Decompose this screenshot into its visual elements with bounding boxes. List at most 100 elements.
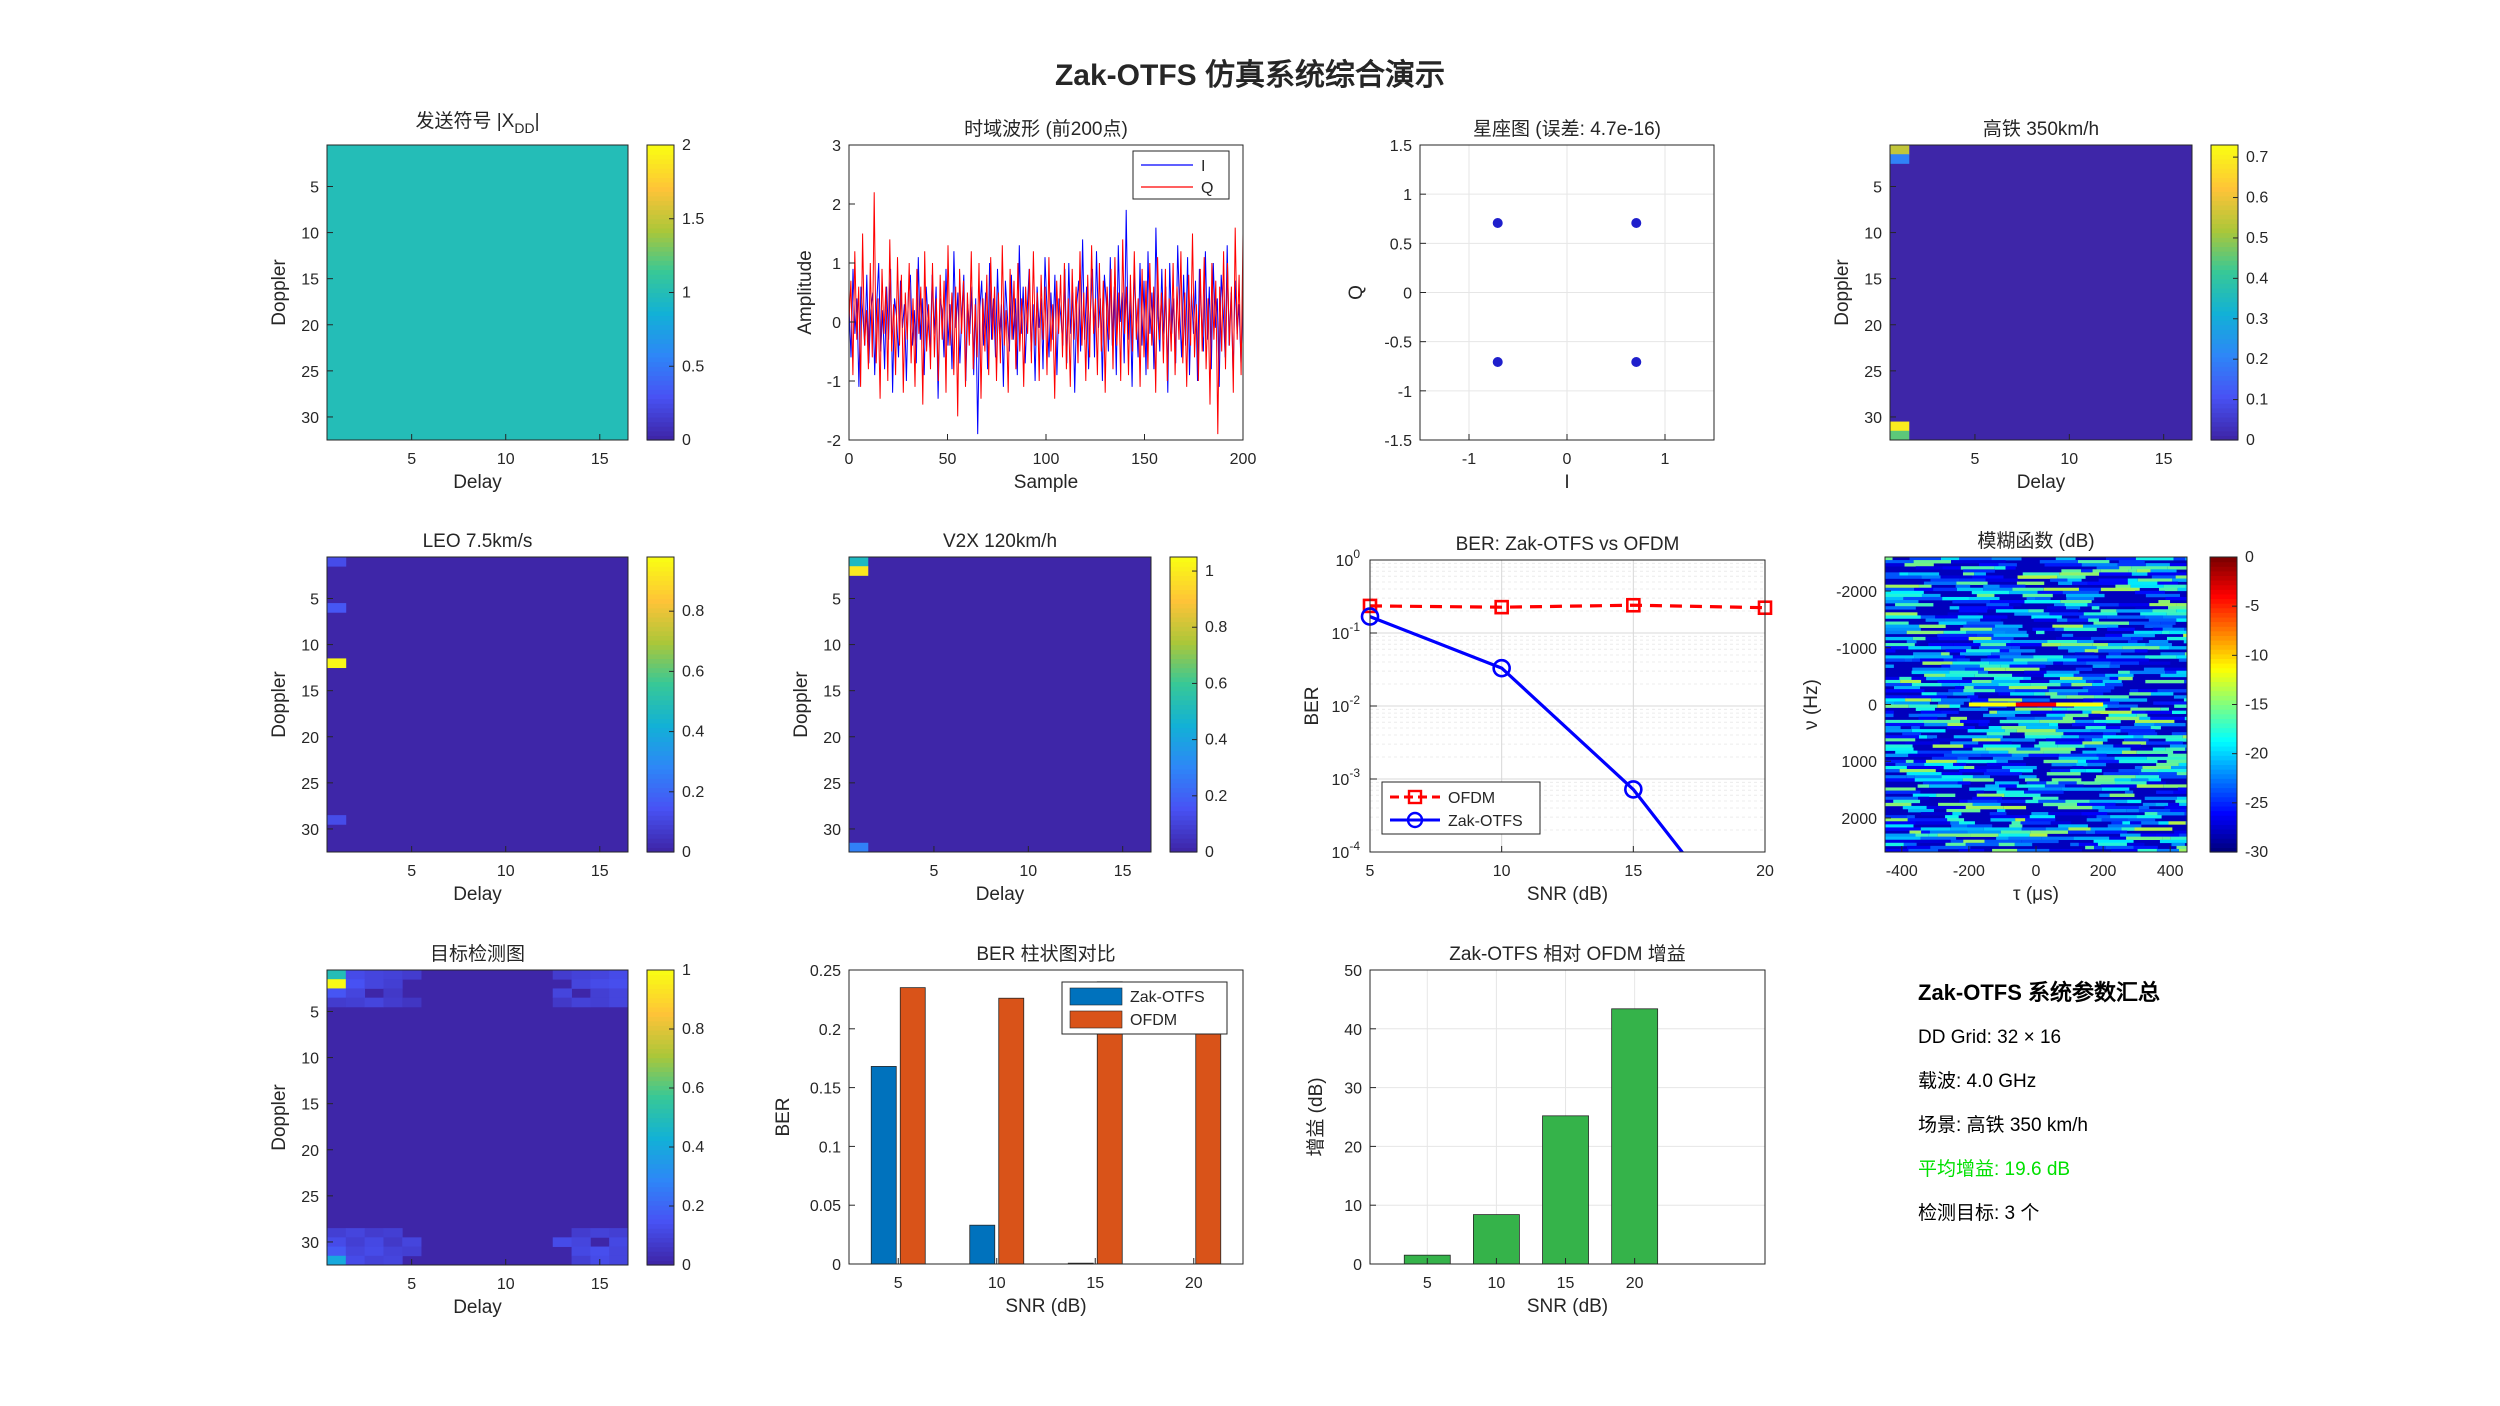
heatmap-streak — [2085, 769, 2102, 773]
tick-label: 5 — [310, 591, 319, 608]
colorbar-segment — [2210, 769, 2237, 775]
heatmap-cell — [571, 1237, 591, 1247]
heatmap-streak — [1914, 587, 1934, 592]
heatmap-streak — [2101, 769, 2119, 773]
tick-label: -400 — [1886, 863, 1918, 880]
colorbar-segment — [647, 736, 674, 742]
heatmap-streak — [1900, 679, 1922, 684]
heatmap-streak — [2076, 762, 2088, 767]
heatmap-streak — [2096, 753, 2107, 758]
heatmap-streak — [1918, 584, 1932, 589]
colorbar-segment — [647, 278, 674, 284]
heatmap-streak — [2113, 744, 2141, 748]
colorbar-segment — [2210, 630, 2237, 636]
heatmap-streak — [2134, 722, 2155, 727]
heatmap-streak — [2105, 716, 2140, 721]
heatmap-streak — [2170, 808, 2187, 813]
colorbar-segment — [647, 621, 674, 627]
colorbar-segment — [2210, 792, 2237, 798]
colorbar-segment — [2210, 736, 2237, 742]
heatmap-streak — [1991, 636, 2014, 641]
colorbar-segment — [647, 1011, 674, 1017]
heatmap-streak — [1973, 639, 2011, 644]
tick-label: -1 — [1462, 451, 1476, 468]
heatmap-streak — [1923, 719, 1961, 724]
colorbar-segment — [647, 1163, 674, 1169]
colorbar-segment — [647, 204, 674, 211]
heatmap-streak — [2024, 778, 2040, 782]
heatmap-streak — [2134, 765, 2143, 770]
heatmap-streak — [1929, 830, 1968, 834]
heatmap-streak — [2115, 781, 2147, 785]
tick-exponent: -2 — [1349, 693, 1360, 707]
heatmap-streak — [1986, 732, 2010, 736]
heatmap-streak — [2073, 836, 2110, 841]
heatmap-cell — [609, 1228, 629, 1238]
heatmap-streak — [1885, 802, 1912, 807]
heatmap-streak — [2177, 587, 2187, 592]
heatmap-streak — [1992, 627, 2019, 632]
heatmap-streak — [2178, 848, 2187, 853]
heatmap-streak — [2159, 775, 2187, 779]
tick-label: 0.1 — [2246, 392, 2268, 409]
colorbar-segment — [647, 333, 674, 340]
colorbar-segment — [2210, 750, 2237, 756]
colorbar-segment — [647, 672, 674, 678]
subplot-title: 目标检测图 — [430, 943, 525, 965]
tick-label: 10 — [1019, 863, 1037, 880]
colorbar-segment — [647, 347, 674, 354]
heatmap-streak — [2109, 676, 2119, 681]
colorbar-segment — [647, 759, 674, 766]
colorbar-segment — [1170, 824, 1197, 830]
heatmap-streak — [1918, 716, 1938, 721]
heatmap-cell — [364, 1255, 384, 1266]
series-line-Zak-OTFS — [1370, 615, 1685, 852]
heatmap-streak — [2041, 836, 2074, 841]
heatmap-streak — [2136, 750, 2174, 754]
heatmap-streak — [2021, 839, 2059, 844]
heatmap-streak — [2040, 747, 2076, 751]
heatmap-streak — [1999, 784, 2017, 788]
heatmap-streak — [2026, 726, 2059, 730]
colorbar-segment — [2210, 847, 2237, 853]
heatmap-streak — [2131, 636, 2143, 641]
heatmap-streak — [2016, 747, 2041, 751]
heatmap-streak — [1980, 643, 2007, 647]
heatmap-streak — [2082, 750, 2123, 754]
colorbar-segment — [647, 653, 674, 660]
heatmap-streak — [2109, 793, 2135, 797]
colorbar-segment — [647, 407, 674, 413]
heatmap-streak — [2169, 630, 2187, 635]
colorbar-segment — [2210, 745, 2237, 752]
heatmap-streak — [1967, 824, 1993, 828]
heatmap-streak — [2091, 710, 2132, 715]
heatmap-streak — [1885, 698, 1906, 702]
heatmap-streak — [2000, 830, 2031, 834]
tick-label: 5 — [407, 863, 416, 880]
colorbar-segment — [1170, 792, 1197, 798]
heatmap-streak — [2184, 652, 2187, 656]
heatmap-streak — [2046, 781, 2059, 785]
heatmap-streak — [2158, 600, 2171, 604]
colorbar-segment — [2210, 727, 2237, 733]
heatmap-streak — [1906, 639, 1917, 644]
heatmap-streak — [2062, 716, 2073, 721]
heatmap-cell — [383, 970, 403, 980]
colorbar-segment — [647, 361, 674, 367]
heatmap-streak — [1950, 664, 1980, 668]
axes-box — [848, 556, 1152, 853]
x-axis-label: SNR (dB) — [1527, 884, 1608, 905]
heatmap-streak — [1974, 765, 2002, 770]
heatmap-streak — [2077, 560, 2110, 564]
y-axis-label: Doppler — [269, 671, 290, 738]
heatmap-streak — [1957, 756, 1969, 761]
tick-label: -1 — [1398, 384, 1412, 401]
heatmap-streak — [2046, 772, 2081, 776]
heatmap-streak — [2068, 710, 2083, 715]
heatmap-streak — [2100, 587, 2140, 592]
heatmap-streak — [2031, 615, 2062, 619]
heatmap-cell — [590, 979, 610, 989]
heatmap-streak — [1905, 698, 1932, 702]
heatmap-streak — [2093, 621, 2130, 625]
heatmap-streak — [2037, 590, 2063, 595]
